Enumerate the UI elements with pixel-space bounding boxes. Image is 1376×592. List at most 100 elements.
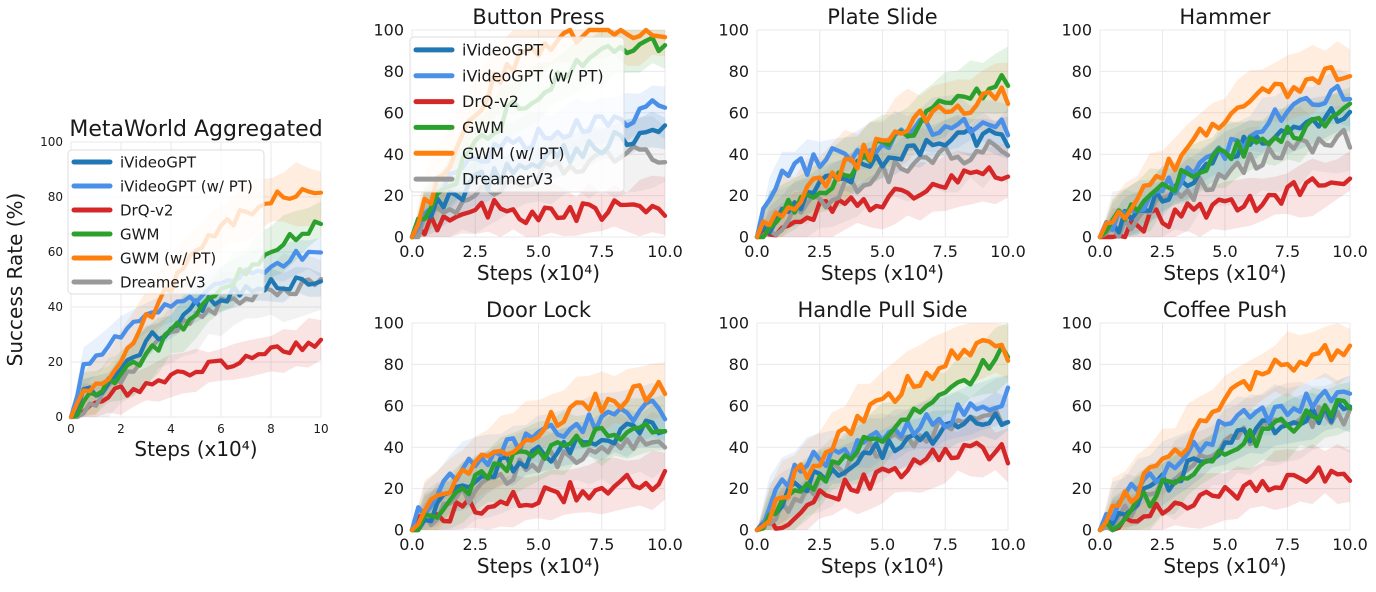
y-tick-label: 60 bbox=[729, 103, 749, 122]
x-tick-label: 0.0 bbox=[1087, 242, 1112, 261]
x-tick-label: 2.5 bbox=[1150, 535, 1175, 554]
x-tick-label: 10.0 bbox=[990, 242, 1026, 261]
y-tick-label: 40 bbox=[729, 145, 749, 164]
y-tick-label: 20 bbox=[729, 479, 749, 498]
x-tick-label: 2.5 bbox=[807, 242, 832, 261]
y-tick-label: 100 bbox=[1061, 21, 1092, 40]
band-drq-v2 bbox=[757, 416, 1008, 530]
y-tick-label: 0 bbox=[394, 228, 404, 247]
y-tick-label: 80 bbox=[384, 62, 404, 81]
y-tick-label: 0 bbox=[1082, 521, 1092, 540]
y-tick-label: 100 bbox=[1061, 314, 1092, 333]
x-tick-label: 5.0 bbox=[1212, 535, 1237, 554]
x-tick-label: 0.0 bbox=[744, 242, 769, 261]
legend-label: GWM bbox=[462, 118, 504, 137]
legend-label: iVideoGPT bbox=[462, 41, 543, 60]
x-tick-label: 2 bbox=[117, 422, 125, 436]
chart-title: Hammer bbox=[1179, 5, 1270, 29]
y-tick-label: 40 bbox=[384, 438, 404, 457]
legend-box bbox=[67, 149, 265, 295]
x-axis-label: Steps (x10⁴) bbox=[134, 437, 257, 461]
x-tick-label: 0 bbox=[67, 422, 75, 436]
x-tick-label: 7.5 bbox=[933, 535, 958, 554]
chart-panel-3: 0 20 40 60 80 100 0.0 2.5 5.0 7.5 10.0 Plate Slide S… bbox=[718, 5, 1025, 285]
x-tick-label: 7.5 bbox=[1275, 535, 1300, 554]
x-tick-label: 7.5 bbox=[1275, 242, 1300, 261]
y-tick-label: 60 bbox=[729, 396, 749, 415]
series-line-gwm bbox=[1097, 397, 1353, 533]
y-tick-label: 100 bbox=[373, 314, 404, 333]
series-line-drq-v2 bbox=[68, 337, 324, 420]
chart-panel-4: 0 20 40 60 80 100 0.0 2.5 5.0 7.5 10.0 Hammer Steps … bbox=[1061, 5, 1367, 285]
chart-title: MetaWorld Aggregated bbox=[69, 117, 322, 142]
x-tick-label: 10 bbox=[313, 422, 328, 436]
x-tick-label: 7.5 bbox=[589, 242, 614, 261]
chart-panel-5: 0 20 40 60 80 100 0.0 2.5 5.0 7.5 10.0 Door Lock Ste… bbox=[373, 298, 682, 578]
x-tick-label: 0.0 bbox=[1087, 535, 1112, 554]
y-tick-label: 80 bbox=[48, 190, 63, 204]
legend-label: iVideoGPT bbox=[120, 153, 197, 171]
chart-title: Plate Slide bbox=[827, 5, 937, 29]
series-line-gwm bbox=[754, 344, 1011, 533]
y-tick-label: 100 bbox=[718, 314, 749, 333]
y-tick-label: 40 bbox=[1072, 438, 1092, 457]
y-tick-label: 60 bbox=[384, 396, 404, 415]
x-tick-label: 2.5 bbox=[807, 535, 832, 554]
x-axis-label: Steps (x10⁴) bbox=[477, 261, 600, 285]
x-axis-label: Steps (x10⁴) bbox=[477, 554, 600, 578]
series-line-drq-v2 bbox=[1097, 176, 1353, 240]
y-tick-label: 0 bbox=[55, 410, 63, 424]
legend-label: DreamerV3 bbox=[462, 170, 553, 189]
band-dreamerv3 bbox=[1100, 104, 1350, 237]
y-tick-label: 20 bbox=[1072, 479, 1092, 498]
y-tick-label: 80 bbox=[1072, 62, 1092, 81]
x-tick-label: 5.0 bbox=[1212, 242, 1237, 261]
y-tick-label: 40 bbox=[729, 438, 749, 457]
x-tick-label: 2.5 bbox=[463, 535, 488, 554]
series-line-gwm bbox=[409, 421, 668, 533]
y-tick-label: 0 bbox=[394, 521, 404, 540]
y-tick-label: 20 bbox=[48, 355, 63, 369]
y-tick-label: 40 bbox=[1072, 145, 1092, 164]
series-line-drq-v2 bbox=[409, 468, 668, 533]
x-tick-label: 10.0 bbox=[647, 535, 683, 554]
band-ivideogpt-w-pt- bbox=[757, 94, 1008, 237]
x-tick-label: 0.0 bbox=[744, 535, 769, 554]
chart-title: Coffee Push bbox=[1163, 298, 1287, 322]
chart-title: Door Lock bbox=[486, 298, 592, 322]
series-line-gwm bbox=[1097, 101, 1353, 240]
x-tick-label: 0.0 bbox=[399, 242, 424, 261]
legend-label: iVideoGPT (w/ PT) bbox=[462, 66, 604, 85]
y-tick-label: 80 bbox=[729, 355, 749, 374]
chart-title: Button Press bbox=[472, 5, 604, 29]
band-drq-v2 bbox=[1100, 150, 1350, 237]
y-tick-label: 100 bbox=[718, 21, 749, 40]
legend-label: GWM bbox=[120, 225, 159, 243]
y-tick-label: 0 bbox=[1082, 228, 1092, 247]
x-tick-label: 6 bbox=[217, 422, 225, 436]
x-tick-label: 0.0 bbox=[399, 535, 424, 554]
series-line-gwm-w-pt- bbox=[409, 379, 668, 533]
series-line-ivideogpt-w-pt- bbox=[68, 248, 324, 420]
y-tick-label: 20 bbox=[384, 479, 404, 498]
y-tick-label: 0 bbox=[739, 521, 749, 540]
series-line-dreamerv3 bbox=[1097, 127, 1353, 240]
y-tick-label: 60 bbox=[48, 245, 63, 259]
series-line-drq-v2 bbox=[754, 440, 1011, 533]
band-drq-v2 bbox=[757, 143, 1008, 237]
chart-panel-1: 0 20 40 60 80 100 0 2 4 6 8 10 MetaWorld Aggregated S… bbox=[3, 117, 329, 461]
x-tick-label: 2.5 bbox=[1150, 242, 1175, 261]
series-line-gwm-w-pt- bbox=[1097, 342, 1353, 533]
chart-title: Handle Pull Side bbox=[797, 298, 967, 322]
x-tick-label: 7.5 bbox=[933, 242, 958, 261]
x-tick-label: 10.0 bbox=[1332, 242, 1368, 261]
x-tick-label: 10.0 bbox=[990, 535, 1026, 554]
x-tick-label: 10.0 bbox=[647, 242, 683, 261]
y-tick-label: 80 bbox=[384, 355, 404, 374]
y-axis-label: Success Rate (%) bbox=[3, 193, 27, 367]
series-line-gwm-w-pt- bbox=[754, 85, 1011, 240]
legend-label: GWM (w/ PT) bbox=[462, 144, 565, 163]
y-tick-label: 20 bbox=[1072, 186, 1092, 205]
y-tick-label: 80 bbox=[1072, 355, 1092, 374]
